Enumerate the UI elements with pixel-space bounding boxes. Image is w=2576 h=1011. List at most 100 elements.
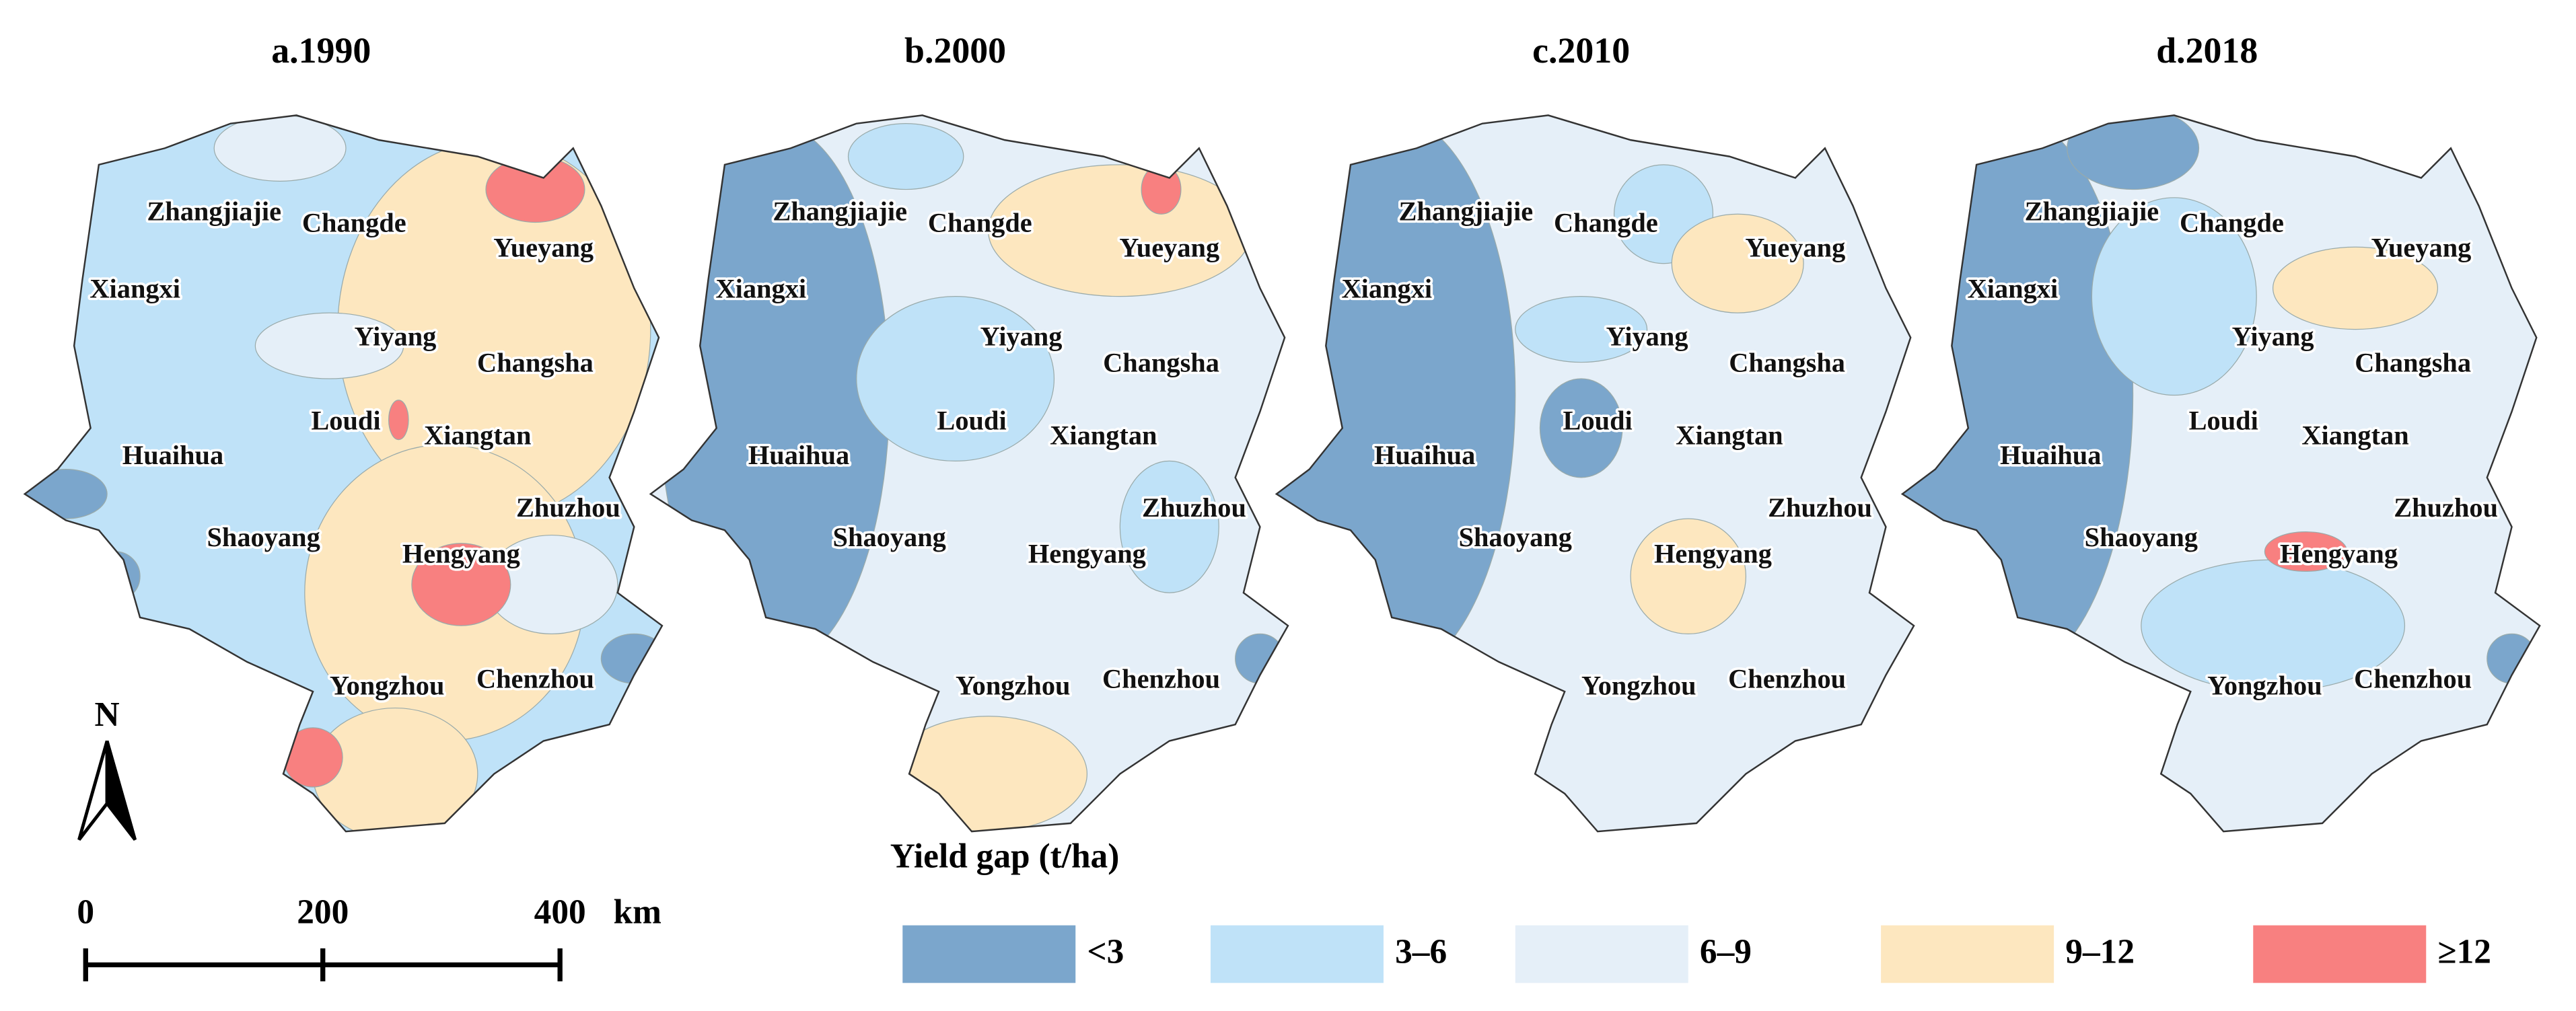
city-label: Xiangxi bbox=[715, 274, 806, 304]
zone bbox=[2091, 197, 2257, 396]
city-label: Changde bbox=[2180, 208, 2284, 238]
map-panel: Zhangjiajie Changde Yueyang Xiangxi Yiyang Ch… bbox=[1900, 114, 2541, 833]
city-label: Zhuzhou bbox=[1768, 492, 1872, 523]
zone bbox=[1630, 518, 1747, 635]
city-label: Yiyang bbox=[1606, 322, 1688, 352]
scale-label: 400 bbox=[534, 893, 586, 932]
legend-swatch bbox=[902, 925, 1076, 983]
city-label: Yongzhou bbox=[1581, 670, 1696, 700]
city-label: Xiangxi bbox=[1342, 274, 1433, 304]
scale-label: 200 bbox=[297, 893, 349, 932]
legend-label: <3 bbox=[1087, 932, 1124, 971]
zone bbox=[213, 115, 347, 182]
city-label: Xiangtan bbox=[1050, 420, 1157, 450]
legend-title: Yield gap (t/ha) bbox=[890, 837, 1120, 876]
arrow-left bbox=[77, 740, 109, 841]
city-label: Zhangjiajie bbox=[773, 196, 907, 227]
city-label: Zhuzhou bbox=[1142, 492, 1246, 523]
legend-label: 3–6 bbox=[1395, 932, 1447, 971]
zone bbox=[889, 716, 1088, 832]
city-label: Yiyang bbox=[980, 322, 1063, 352]
zone bbox=[411, 543, 511, 626]
scale-bar: 0 200 400 km bbox=[77, 893, 661, 981]
city-label: Loudi bbox=[2189, 405, 2258, 435]
city-label: Changde bbox=[1554, 208, 1658, 238]
legend: <3 3–6 6–9 9–12 ≥12 bbox=[902, 925, 2491, 983]
zone bbox=[1539, 378, 1623, 478]
province-outline bbox=[649, 114, 1289, 833]
city-label: Huaihua bbox=[122, 440, 223, 470]
city-label: Shaoyang bbox=[1459, 522, 1572, 552]
city-label: Hengyang bbox=[2280, 539, 2398, 569]
city-label: Hengyang bbox=[1654, 539, 1772, 569]
legend-swatch bbox=[1210, 925, 1384, 983]
province-outline bbox=[23, 114, 664, 833]
province-outline bbox=[1275, 114, 1915, 833]
city-label: Changsha bbox=[477, 348, 594, 378]
city-label: Zhangjiajie bbox=[147, 196, 281, 227]
city-label: Xiangxi bbox=[1968, 274, 2059, 304]
zone bbox=[2067, 115, 2200, 190]
zone bbox=[283, 727, 343, 788]
city-label: Zhuzhou bbox=[516, 492, 620, 523]
city-label: Chenzhou bbox=[1728, 664, 1846, 694]
scale-unit: km bbox=[614, 893, 661, 932]
city-label: Xiangxi bbox=[90, 274, 180, 304]
city-label: Yongzhou bbox=[956, 670, 1071, 700]
map-panels: Zhangjiajie Changde Yueyang Xiangxi Yiyang Ch… bbox=[23, 114, 2541, 833]
city-label: Zhangjiajie bbox=[2025, 196, 2159, 227]
panel-title: a.1990 bbox=[271, 30, 371, 71]
city-label: Huaihua bbox=[2000, 440, 2101, 470]
city-label: Yueyang bbox=[1119, 232, 1219, 262]
zone bbox=[1515, 296, 1648, 363]
city-label: Huaihua bbox=[748, 440, 849, 470]
arrow-right bbox=[105, 740, 137, 841]
zone bbox=[856, 296, 1055, 462]
city-label: Changsha bbox=[2355, 348, 2471, 378]
city-label: Yiyang bbox=[354, 322, 436, 352]
zones bbox=[658, 123, 1285, 832]
panel-title: c.2010 bbox=[1532, 30, 1630, 71]
north-arrow: N bbox=[77, 696, 137, 841]
north-label: N bbox=[95, 696, 120, 734]
province-outline bbox=[1900, 114, 2541, 833]
legend-swatch bbox=[2253, 925, 2427, 983]
zone bbox=[1119, 460, 1219, 593]
city-label: Changde bbox=[302, 208, 406, 238]
city-label: Yueyang bbox=[2371, 232, 2472, 262]
zone bbox=[254, 312, 404, 379]
zone bbox=[388, 400, 409, 441]
city-label: Chenzhou bbox=[476, 664, 594, 694]
city-label: Chenzhou bbox=[2354, 664, 2472, 694]
zone bbox=[2264, 531, 2348, 572]
panel-title: d.2018 bbox=[2156, 30, 2258, 71]
city-label: Zhuzhou bbox=[2394, 492, 2498, 523]
legend-swatch bbox=[1881, 925, 2054, 983]
city-label: Changde bbox=[928, 208, 1032, 238]
zone bbox=[485, 156, 585, 223]
scale-label: 0 bbox=[77, 893, 94, 932]
city-label: Yiyang bbox=[2232, 322, 2314, 352]
city-label: Hengyang bbox=[402, 539, 520, 569]
city-label: Xiangtan bbox=[424, 420, 531, 450]
city-label: Changsha bbox=[1729, 348, 1845, 378]
city-label: Huaihua bbox=[1374, 440, 1475, 470]
legend-label: 6–9 bbox=[1700, 932, 1752, 971]
city-label: Loudi bbox=[1563, 405, 1633, 435]
city-label: Hengyang bbox=[1028, 539, 1146, 569]
zone bbox=[1671, 213, 1804, 313]
legend-label: 9–12 bbox=[2065, 932, 2135, 971]
city-label: Yueyang bbox=[493, 232, 594, 262]
city-label: Loudi bbox=[937, 405, 1006, 435]
city-label: Xiangtan bbox=[2301, 420, 2408, 450]
city-label: Zhangjiajie bbox=[1399, 196, 1534, 227]
map-panel: Zhangjiajie Changde Yueyang Xiangxi Yiyang Ch… bbox=[1275, 114, 1915, 833]
legend-swatch bbox=[1515, 925, 1688, 983]
city-label: Xiangtan bbox=[1676, 420, 1783, 450]
city-label: Loudi bbox=[311, 405, 380, 435]
map-panel: Zhangjiajie Changde Yueyang Xiangxi Yiyang Ch… bbox=[649, 114, 1289, 833]
legend-label: ≥12 bbox=[2437, 932, 2491, 971]
map-panel: Zhangjiajie Changde Yueyang Xiangxi Yiyang Ch… bbox=[23, 114, 664, 833]
zone bbox=[24, 469, 108, 519]
panel-title: b.2000 bbox=[904, 30, 1006, 71]
